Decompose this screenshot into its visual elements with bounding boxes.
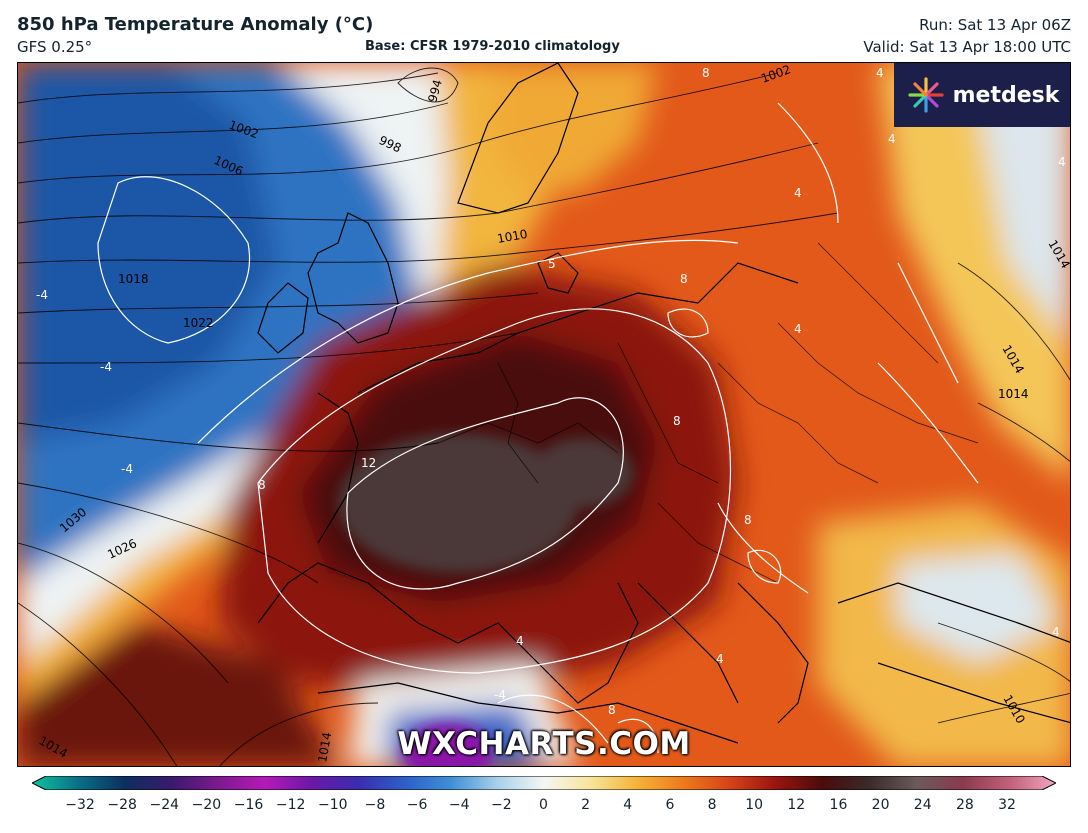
anomaly-label: -4 bbox=[100, 360, 112, 374]
peak-anomaly-core bbox=[338, 433, 578, 573]
colorbar-scale bbox=[32, 776, 1056, 790]
turkey-coast-outline bbox=[877, 662, 1070, 724]
isobar-labels: 994 998 1002 1006 1010 1018 1022 1026 10… bbox=[37, 63, 1071, 764]
anomaly-label: 4 bbox=[716, 652, 724, 666]
colorbar-tick-label: 28 bbox=[955, 797, 974, 813]
anomaly-label: 8 bbox=[702, 66, 710, 80]
watermark: WXCHARTS.COM bbox=[397, 726, 691, 762]
anomaly-label: 8 bbox=[608, 703, 616, 717]
colorbar-tick-label: 16 bbox=[829, 797, 848, 813]
anomaly-labels: -4 -4 -4 12 8 8 8 8 8 4 4 4 4 4 4 -4 5 8… bbox=[36, 66, 1066, 717]
colorbar-tick-label: 24 bbox=[913, 797, 932, 813]
colorbar-tick-label: 32 bbox=[998, 797, 1016, 813]
peak-anomaly-core-east bbox=[533, 438, 633, 508]
east-cold-area bbox=[978, 83, 1070, 341]
anomaly-label: 8 bbox=[673, 414, 681, 428]
isobar-label: 1018 bbox=[118, 272, 149, 286]
country-borders bbox=[437, 242, 979, 584]
colorbar-tick-label: −28 bbox=[107, 797, 137, 813]
logo-text: metdesk bbox=[952, 82, 1060, 108]
anomaly-label: 4 bbox=[876, 66, 884, 80]
southeast-cool-area bbox=[898, 553, 1058, 663]
africa-coast-outline bbox=[317, 682, 739, 744]
colorbar-tick-label: 20 bbox=[871, 797, 890, 813]
colorbar-tick-label: −8 bbox=[364, 797, 386, 813]
colorbar-tick-label: 6 bbox=[665, 797, 675, 813]
italy-coast-outline bbox=[637, 582, 739, 704]
map-title: 850 hPa Temperature Anomaly (°C) bbox=[17, 14, 374, 35]
colorbar-tick-label: −20 bbox=[191, 797, 222, 813]
anomaly-label: 8 bbox=[680, 272, 688, 286]
coastlines bbox=[257, 63, 1070, 744]
colorbar-tick-label: −12 bbox=[275, 797, 306, 813]
model-name: GFS 0.25° bbox=[17, 38, 93, 56]
anomaly-label: -4 bbox=[36, 288, 48, 302]
neutral-band bbox=[18, 63, 448, 663]
iberia-warm-area bbox=[18, 623, 337, 766]
isobar-label: 1022 bbox=[183, 316, 214, 330]
colorbar-tick-label: −16 bbox=[233, 797, 264, 813]
balkan-coast-outline bbox=[737, 582, 809, 724]
denmark-outline bbox=[537, 252, 579, 294]
anomaly-contours bbox=[97, 102, 979, 754]
anomaly-label: 5 bbox=[548, 257, 556, 271]
colorbar-tick-label: 4 bbox=[623, 797, 633, 813]
map-canvas: 994 998 1002 1006 1010 1018 1022 1026 10… bbox=[18, 63, 1071, 766]
scandinavia-area bbox=[488, 63, 658, 193]
colorbar bbox=[32, 776, 1056, 790]
anomaly-label: 12 bbox=[361, 456, 376, 470]
colorbar-tick-label: −2 bbox=[491, 797, 512, 813]
anomaly-label: 4 bbox=[888, 132, 896, 146]
anomaly-label: 8 bbox=[258, 478, 266, 492]
med-north-coast-outline bbox=[257, 562, 639, 704]
cold-low-core bbox=[403, 723, 493, 766]
isobar-label: 1014 bbox=[315, 731, 334, 764]
colorbar-tick-label: 2 bbox=[581, 797, 591, 813]
anomaly-label: -4 bbox=[494, 688, 506, 702]
colorbar-tick-label: 10 bbox=[745, 797, 764, 813]
valid-time: Valid: Sat 13 Apr 18:00 UTC bbox=[863, 38, 1071, 56]
isobar-lines bbox=[18, 67, 1070, 766]
colorbar-tick-label: 0 bbox=[539, 797, 548, 813]
anomaly-label: 4 bbox=[1058, 155, 1066, 169]
colorbar-tick-label: −6 bbox=[406, 797, 428, 813]
north-coast-outline bbox=[357, 262, 799, 394]
colorbar-ticks: −32 −28 −24 −20 −16 −12 −10 −8 −6 −4 −2 0 2 4 6 8 10 12 16… bbox=[0, 797, 1088, 817]
anomaly-label: -4 bbox=[121, 462, 133, 476]
colorbar-tick-label: 12 bbox=[787, 797, 806, 813]
colorbar-tick-label: 8 bbox=[707, 797, 717, 813]
black-sea-outline bbox=[837, 582, 1070, 643]
cold-core-area bbox=[18, 63, 278, 443]
ireland-outline bbox=[257, 282, 309, 354]
isobar-label: 1014 bbox=[998, 387, 1029, 401]
run-time: Run: Sat 13 Apr 06Z bbox=[919, 16, 1071, 34]
anomaly-label: 4 bbox=[794, 186, 802, 200]
metdesk-logo: metdesk bbox=[894, 63, 1070, 127]
colorbar-tick-label: −24 bbox=[149, 797, 180, 813]
colorbar-tick-label: −4 bbox=[448, 797, 470, 813]
norway-outline bbox=[457, 63, 579, 214]
biscay-coast-outline bbox=[317, 392, 359, 544]
anomaly-map: 994 998 1002 1006 1010 1018 1022 1026 10… bbox=[17, 62, 1071, 767]
anomaly-label: 4 bbox=[794, 322, 802, 336]
isobar-label: 994 bbox=[425, 78, 444, 104]
isobar-label: 1010 bbox=[496, 227, 529, 246]
great-britain-outline bbox=[307, 212, 399, 344]
colorbar-tick-label: −10 bbox=[318, 797, 348, 813]
anomaly-label: 8 bbox=[744, 513, 752, 527]
anomaly-label: 4 bbox=[516, 634, 524, 648]
starburst-logo-icon bbox=[908, 77, 944, 113]
colorbar-tick-label: −32 bbox=[65, 797, 95, 813]
anomaly-label: 4 bbox=[1052, 625, 1060, 639]
climatology-base: Base: CFSR 1979-2010 climatology bbox=[365, 39, 620, 54]
